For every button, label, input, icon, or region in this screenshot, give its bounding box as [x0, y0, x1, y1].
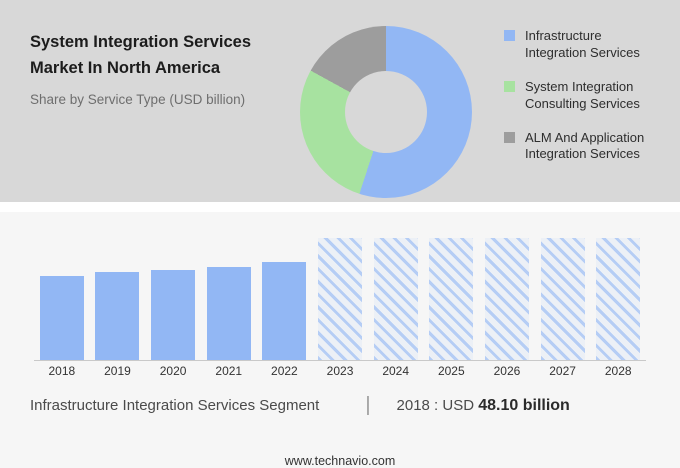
legend-swatch-icon — [504, 80, 515, 92]
stat-text: 2018 : USD 48.10 billion — [397, 397, 570, 415]
x-axis-label: 2024 — [382, 364, 410, 378]
separator-pipe: | — [365, 394, 371, 416]
x-axis-label: 2018 — [48, 364, 76, 378]
bar-plot — [34, 238, 646, 361]
legend-label: ALM And Application Integration Services — [525, 129, 645, 162]
bar-column-2021 — [201, 238, 257, 360]
bar-column-2026 — [479, 238, 535, 360]
section-divider — [0, 202, 680, 212]
x-axis-labels: 2018 2019 2020 2021 2022 2023 2024 2025 2026 2027… — [34, 364, 646, 378]
forecast-bar — [429, 238, 474, 360]
caption-row: Infrastructure Integration Services Segm… — [30, 394, 650, 417]
legend-item: System Integration Consulting Services — [504, 79, 658, 113]
bar-column-2028 — [590, 238, 646, 360]
bar-column-2022 — [257, 238, 313, 360]
x-axis-label: 2022 — [271, 364, 298, 378]
legend-label: System Integration Consulting Services — [525, 78, 640, 111]
bar-chart-section: 2018 2019 2020 2021 2022 2023 2024 2025 2026 2027… — [0, 212, 680, 468]
donut-chart-wrap — [298, 24, 478, 204]
forecast-bar — [318, 238, 363, 360]
x-axis-label: 2027 — [549, 364, 576, 378]
historic-bar — [39, 276, 84, 360]
legend: Infrastructure Integration Services Syste… — [504, 28, 658, 180]
historic-bar — [206, 266, 251, 360]
legend-swatch-icon — [504, 30, 515, 41]
forecast-bar — [596, 238, 641, 360]
legend-item: ALM And Application Integration Services — [504, 130, 658, 164]
x-axis-label: 2028 — [604, 364, 632, 378]
legend-item: Infrastructure Integration Services — [504, 28, 658, 62]
historic-bar — [95, 272, 140, 360]
bar-column-2027 — [535, 238, 591, 360]
forecast-bar — [373, 238, 418, 360]
bar-column-2025 — [423, 238, 479, 360]
historic-bar — [262, 262, 307, 360]
x-axis-label: 2023 — [326, 364, 354, 378]
stat-prefix: 2018 : USD — [396, 396, 479, 414]
forecast-bar — [540, 238, 585, 360]
x-axis-label: 2021 — [215, 364, 243, 378]
legend-swatch-icon — [504, 131, 515, 143]
bar-column-2019 — [90, 238, 146, 360]
legend-label: Infrastructure Integration Services — [525, 28, 640, 60]
bar-column-2023 — [312, 238, 368, 360]
bar-column-2024 — [368, 238, 424, 360]
header-section: System Integration Services Market In No… — [0, 0, 680, 202]
forecast-bar — [484, 238, 529, 360]
x-axis-label: 2026 — [493, 364, 521, 378]
page-subtitle: Share by Service Type (USD billion) — [30, 92, 246, 108]
website-url: www.technavio.com — [284, 454, 396, 468]
title-block: System Integration Services Market In No… — [30, 30, 298, 110]
bar-column-2018 — [34, 238, 90, 360]
page-title: System Integration Services Market In No… — [30, 33, 252, 77]
x-axis-label: 2020 — [159, 364, 187, 378]
donut-hole — [345, 71, 427, 153]
historic-bar — [151, 270, 196, 360]
x-axis-label: 2019 — [104, 364, 131, 378]
bar-column-2020 — [145, 238, 201, 360]
segment-label: Infrastructure Integration Services Segm… — [30, 396, 320, 414]
x-axis-label: 2025 — [437, 364, 465, 378]
stat-value: 48.10 billion — [478, 396, 570, 414]
